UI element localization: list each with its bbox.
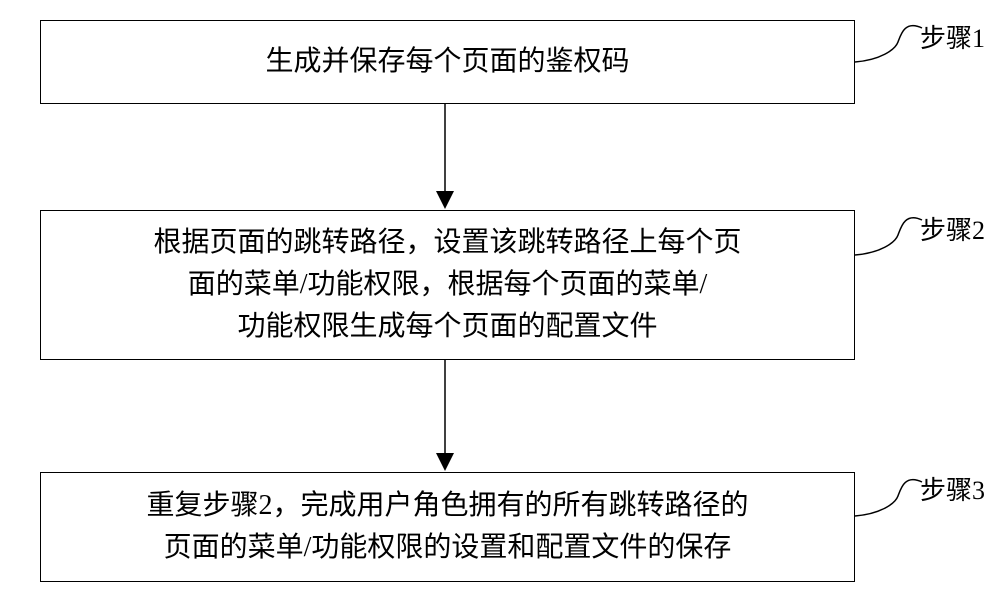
callout-curve-1 <box>855 26 922 62</box>
flowchart-canvas: 生成并保存每个页面的鉴权码 根据页面的跳转路径，设置该跳转路径上每个页面的菜单/… <box>0 0 1000 614</box>
callout-curve-3 <box>855 480 922 516</box>
flowchart-box-step2: 根据页面的跳转路径，设置该跳转路径上每个页面的菜单/功能权限，根据每个页面的菜单… <box>40 210 855 360</box>
step-label-2: 步骤2 <box>920 210 985 247</box>
step-label-1: 步骤1 <box>920 18 985 55</box>
callout-curve-2 <box>855 218 922 255</box>
flowchart-box-step2-text: 根据页面的跳转路径，设置该跳转路径上每个页面的菜单/功能权限，根据每个页面的菜单… <box>133 218 761 352</box>
flowchart-box-step3: 重复步骤2，完成用户角色拥有的所有跳转路径的页面的菜单/功能权限的设置和配置文件… <box>40 472 855 582</box>
flowchart-box-step1-text: 生成并保存每个页面的鉴权码 <box>245 37 649 87</box>
flowchart-box-step3-text: 重复步骤2，完成用户角色拥有的所有跳转路径的页面的菜单/功能权限的设置和配置文件… <box>126 481 768 573</box>
flowchart-box-step1: 生成并保存每个页面的鉴权码 <box>40 20 855 104</box>
step-label-3: 步骤3 <box>920 470 985 507</box>
